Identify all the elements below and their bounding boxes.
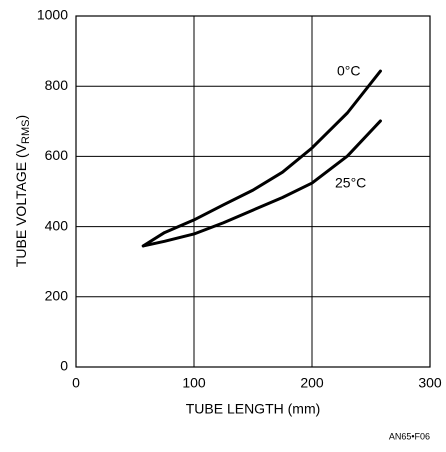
x-tick-label: 300: [418, 375, 442, 391]
figure-code: AN65•F06: [389, 431, 430, 441]
y-tick-label: 200: [45, 288, 69, 304]
y-axis-label-sub: RMS: [20, 120, 32, 144]
series-label: 0°C: [337, 63, 361, 79]
y-tick-label: 800: [45, 77, 69, 93]
series-label: 25°C: [335, 175, 366, 191]
y-axis-label: TUBE VOLTAGE (VRMS): [13, 115, 32, 267]
x-tick-label: 200: [300, 375, 324, 391]
y-tick-label: 600: [45, 147, 69, 163]
y-tick-label: 400: [45, 217, 69, 233]
plot-frame: [75, 15, 431, 368]
y-axis-label-end: ): [13, 115, 29, 120]
line-series: [141, 69, 382, 248]
x-tick-label: 100: [182, 375, 206, 391]
y-tick-label: 0: [60, 358, 68, 374]
line-series: [141, 119, 382, 248]
y-tick-label: 1000: [37, 7, 68, 23]
x-tick-label: 0: [72, 375, 80, 391]
x-axis-label: TUBE LENGTH (mm): [186, 401, 321, 417]
y-axis-label-main: TUBE VOLTAGE (V: [13, 143, 29, 267]
